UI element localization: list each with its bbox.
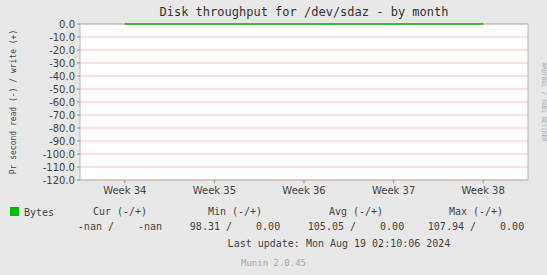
grid-line bbox=[80, 154, 528, 155]
grid-line bbox=[80, 167, 528, 168]
grid-line bbox=[80, 24, 528, 25]
tick bbox=[77, 167, 80, 168]
background bbox=[0, 0, 547, 275]
tick bbox=[77, 128, 80, 129]
stats-value: 107.94 / 0.00 bbox=[428, 221, 524, 232]
grid-line bbox=[80, 63, 528, 64]
tick bbox=[393, 180, 394, 183]
tick bbox=[77, 37, 80, 38]
tick-label: Week 35 bbox=[193, 185, 236, 196]
tick-label: -20.0 bbox=[49, 45, 75, 56]
tick-label: Week 37 bbox=[372, 185, 415, 196]
tick bbox=[77, 141, 80, 142]
tick-label: -90.0 bbox=[49, 136, 75, 147]
axis-label: Pr second read (-) / write (+) bbox=[9, 30, 18, 175]
tick-label: -110.0 bbox=[43, 162, 75, 173]
tick bbox=[77, 115, 80, 116]
chart: 0.0 -10.0 -20.0 -30.0 -40.0 -50.0 -60.0 -70.0 -8… bbox=[0, 0, 547, 275]
side-label: RRDTOOL / TOBI OETIKER bbox=[541, 62, 547, 142]
footer-update: Last update: Mon Aug 19 02:10:06 2024 bbox=[228, 238, 451, 249]
tick-label: Week 38 bbox=[462, 185, 505, 196]
tick-label: Week 34 bbox=[103, 185, 146, 196]
grid-line bbox=[80, 76, 528, 77]
grid-line bbox=[80, 50, 528, 51]
tick-label: -70.0 bbox=[49, 110, 75, 121]
stats-value: 98.31 / 0.00 bbox=[190, 221, 280, 232]
tick-label: -50.0 bbox=[49, 84, 75, 95]
legend-label: Bytes bbox=[24, 207, 54, 218]
tick-label: -60.0 bbox=[49, 97, 75, 108]
tick bbox=[77, 180, 80, 181]
grid-line bbox=[80, 115, 528, 116]
frame bbox=[80, 24, 528, 180]
legend-swatch bbox=[10, 207, 19, 216]
tick bbox=[483, 180, 484, 183]
tick bbox=[124, 180, 125, 183]
tick bbox=[77, 76, 80, 77]
tick bbox=[77, 154, 80, 155]
grid-line bbox=[80, 89, 528, 90]
tick-label: -100.0 bbox=[43, 149, 75, 160]
grid-line bbox=[80, 102, 528, 103]
tick-label: -40.0 bbox=[49, 71, 75, 82]
tick-label: Week 36 bbox=[282, 185, 325, 196]
title: Disk throughput for /dev/sdaz - by month bbox=[160, 5, 449, 19]
tick bbox=[77, 63, 80, 64]
stats-value: -nan / -nan bbox=[78, 221, 162, 232]
series-line bbox=[125, 23, 483, 25]
stats-value: 105.05 / 0.00 bbox=[308, 221, 404, 232]
tick bbox=[77, 24, 80, 25]
tick-label: -10.0 bbox=[49, 32, 75, 43]
tick-label: 0.0 bbox=[59, 19, 75, 30]
tick bbox=[77, 50, 80, 51]
grid-line bbox=[80, 37, 528, 38]
tick-label: -120.0 bbox=[43, 175, 75, 186]
grid-line bbox=[80, 128, 528, 129]
plot-area bbox=[80, 24, 528, 180]
footer-credit: Munin 2.0.45 bbox=[241, 258, 306, 268]
stats-header: Min (-/+) bbox=[208, 206, 262, 217]
series-group bbox=[125, 24, 483, 25]
stats-header: Avg (-/+) bbox=[329, 206, 383, 217]
tick bbox=[77, 89, 80, 90]
stats-header: Max (-/+) bbox=[449, 206, 503, 217]
tick-label: -30.0 bbox=[49, 58, 75, 69]
tick bbox=[77, 102, 80, 103]
stats-header: Cur (-/+) bbox=[93, 206, 147, 217]
tick-label: -80.0 bbox=[49, 123, 75, 134]
tick bbox=[304, 180, 305, 183]
grid-line bbox=[80, 141, 528, 142]
tick bbox=[214, 180, 215, 183]
